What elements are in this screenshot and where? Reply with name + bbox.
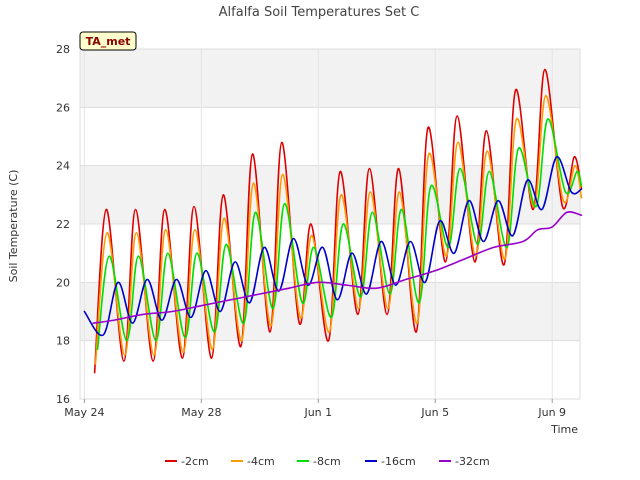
- series-layer: [83, 68, 583, 374]
- ta-met-badge: TA_met: [79, 31, 137, 51]
- legend-label: -2cm: [181, 455, 209, 468]
- background-band: [80, 340, 580, 399]
- legend: -2cm -4cm -8cm -16cm -32cm: [165, 455, 490, 468]
- y-tick-label: 24: [56, 160, 70, 173]
- background-bands: [80, 49, 580, 399]
- legend-label: -16cm: [381, 455, 416, 468]
- legend-label: -32cm: [455, 455, 490, 468]
- badge-label: TA_met: [86, 35, 131, 48]
- x-tick-label: Jun 1: [303, 406, 332, 419]
- x-tick-labels: May 24 May 28 Jun 1 Jun 5 Jun 9: [64, 399, 566, 419]
- badge-box: [79, 31, 137, 51]
- y-tick-label: 16: [56, 393, 70, 406]
- y-tick-label: 18: [56, 335, 70, 348]
- background-band: [80, 49, 580, 108]
- legend-label: -4cm: [247, 455, 275, 468]
- plot-frame: [79, 48, 581, 400]
- series-line-2cm: [93, 68, 583, 374]
- background-band: [80, 107, 580, 166]
- y-axis-label: Soil Temperature (C): [7, 170, 20, 283]
- chart-title: Alfalfa Soil Temperatures Set C: [219, 5, 420, 20]
- y-tick-label: 28: [56, 43, 70, 56]
- series-line-8cm: [96, 118, 583, 351]
- legend-label: -8cm: [313, 455, 341, 468]
- y-tick-label: 26: [56, 101, 70, 114]
- y-tick-label: 22: [56, 218, 70, 231]
- series-line-4cm: [94, 94, 583, 365]
- x-tick-label: May 28: [181, 406, 221, 419]
- series-line-16cm: [83, 156, 583, 337]
- x-tick-label: May 24: [64, 406, 104, 419]
- x-tick-label: Jun 5: [420, 406, 449, 419]
- x-tick-label: Jun 9: [537, 406, 566, 419]
- y-tick-label: 20: [56, 276, 70, 289]
- x-axis-label: Time: [550, 423, 578, 436]
- y-tick-labels: 16 18 20 22 24 26 28: [56, 43, 70, 406]
- series-line-32cm: [92, 211, 583, 324]
